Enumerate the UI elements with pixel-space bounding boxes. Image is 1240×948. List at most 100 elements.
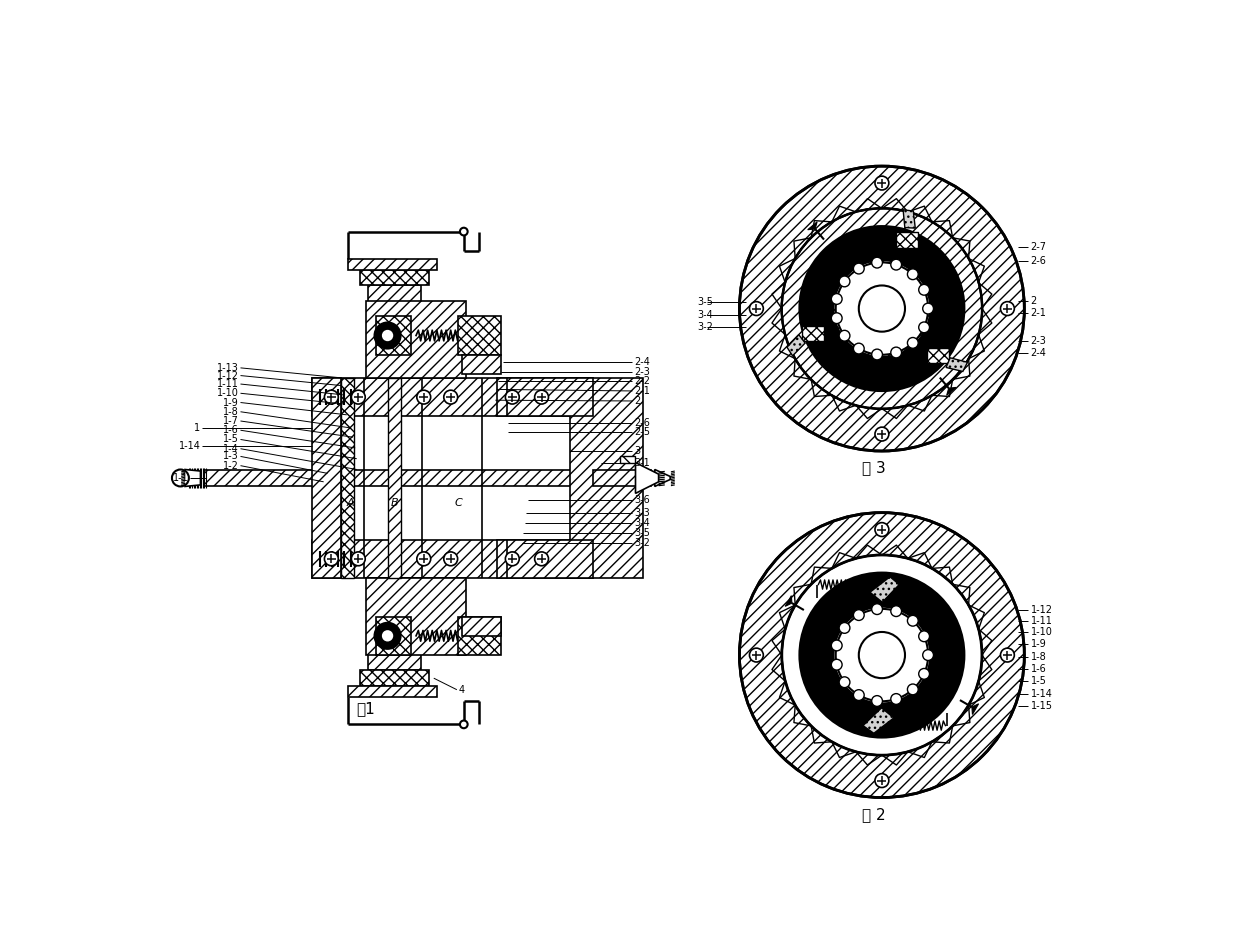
Circle shape — [872, 349, 883, 360]
Text: 1-3: 1-3 — [223, 451, 239, 462]
Circle shape — [890, 694, 901, 704]
Text: 3: 3 — [634, 446, 640, 456]
Text: 2-1: 2-1 — [1030, 308, 1047, 319]
Circle shape — [383, 331, 392, 340]
Circle shape — [444, 552, 458, 566]
Text: 1-11: 1-11 — [217, 379, 239, 389]
Text: 3-6: 3-6 — [634, 495, 650, 504]
Text: 1-12: 1-12 — [1030, 606, 1053, 615]
Circle shape — [908, 684, 918, 695]
Circle shape — [1001, 648, 1014, 662]
Polygon shape — [903, 210, 915, 228]
Bar — [348, 685, 436, 697]
Bar — [360, 270, 429, 285]
Polygon shape — [635, 463, 658, 493]
Text: 1-2: 1-2 — [223, 461, 239, 470]
Circle shape — [376, 323, 399, 348]
Circle shape — [749, 301, 764, 316]
Circle shape — [749, 648, 764, 662]
Circle shape — [444, 391, 458, 404]
Circle shape — [853, 690, 864, 701]
Bar — [366, 578, 466, 655]
Circle shape — [839, 276, 849, 287]
Text: 3-5: 3-5 — [634, 528, 650, 538]
Polygon shape — [807, 222, 817, 229]
Wedge shape — [739, 513, 1024, 797]
Text: 1-15: 1-15 — [1030, 701, 1053, 711]
Circle shape — [919, 630, 930, 642]
Text: 1-1: 1-1 — [174, 473, 188, 483]
Text: 2-7: 2-7 — [1030, 242, 1047, 252]
Text: 图1: 图1 — [357, 702, 376, 717]
Circle shape — [859, 285, 905, 332]
Bar — [341, 378, 353, 578]
Circle shape — [853, 343, 864, 354]
Circle shape — [853, 264, 864, 274]
Bar — [497, 378, 593, 416]
Text: 1-10: 1-10 — [217, 389, 239, 398]
Text: 2: 2 — [634, 396, 640, 406]
Circle shape — [908, 337, 918, 348]
Text: 3-2: 3-2 — [634, 538, 650, 549]
Text: 1-6: 1-6 — [223, 426, 239, 435]
Circle shape — [781, 209, 982, 409]
Circle shape — [172, 469, 188, 486]
Bar — [367, 285, 422, 378]
Circle shape — [836, 609, 928, 702]
Text: 1-4: 1-4 — [223, 444, 239, 454]
Text: 1-9: 1-9 — [1030, 639, 1047, 649]
Text: 2-4: 2-4 — [634, 357, 650, 368]
Text: 2-6: 2-6 — [1030, 256, 1047, 265]
Text: 1-12: 1-12 — [217, 371, 239, 380]
Bar — [312, 539, 593, 578]
Circle shape — [859, 632, 905, 678]
Circle shape — [839, 623, 849, 633]
Bar — [570, 378, 644, 578]
Text: A: A — [347, 498, 355, 507]
Text: 2-6: 2-6 — [634, 417, 650, 428]
Polygon shape — [785, 595, 792, 607]
Polygon shape — [870, 576, 899, 602]
Circle shape — [460, 228, 467, 235]
Bar — [367, 578, 422, 670]
Circle shape — [872, 257, 883, 268]
Circle shape — [831, 313, 842, 323]
Text: 2: 2 — [1030, 296, 1037, 306]
Text: 1-7: 1-7 — [223, 416, 239, 426]
Circle shape — [839, 330, 849, 341]
Text: 2-3: 2-3 — [1030, 336, 1047, 346]
Text: 2-5: 2-5 — [634, 427, 650, 437]
Text: 2-2: 2-2 — [634, 376, 650, 386]
Polygon shape — [972, 703, 978, 715]
Bar — [366, 301, 466, 378]
Text: 1-8: 1-8 — [1030, 651, 1047, 662]
Bar — [497, 539, 593, 578]
Text: 1-13: 1-13 — [217, 363, 239, 373]
Bar — [360, 670, 429, 685]
Polygon shape — [946, 357, 967, 372]
Text: 4: 4 — [459, 684, 465, 695]
Circle shape — [325, 391, 339, 404]
Text: 图 2: 图 2 — [862, 807, 887, 822]
Bar — [463, 616, 501, 636]
Circle shape — [831, 294, 842, 304]
Text: 1-10: 1-10 — [1030, 627, 1053, 637]
Polygon shape — [863, 708, 894, 734]
Circle shape — [417, 552, 430, 566]
Text: 3-1: 3-1 — [634, 458, 650, 468]
Bar — [463, 355, 501, 374]
Text: 3-2: 3-2 — [697, 322, 713, 332]
Circle shape — [919, 668, 930, 680]
Text: 1-5: 1-5 — [1030, 676, 1047, 686]
Bar — [376, 317, 410, 355]
Bar — [593, 469, 635, 486]
Bar — [312, 378, 593, 416]
Circle shape — [460, 720, 467, 728]
Bar — [205, 469, 651, 486]
Polygon shape — [185, 469, 201, 486]
Circle shape — [853, 610, 864, 620]
Bar — [312, 378, 341, 578]
Circle shape — [875, 774, 889, 788]
Circle shape — [875, 522, 889, 537]
Text: 2-4: 2-4 — [1030, 348, 1047, 358]
